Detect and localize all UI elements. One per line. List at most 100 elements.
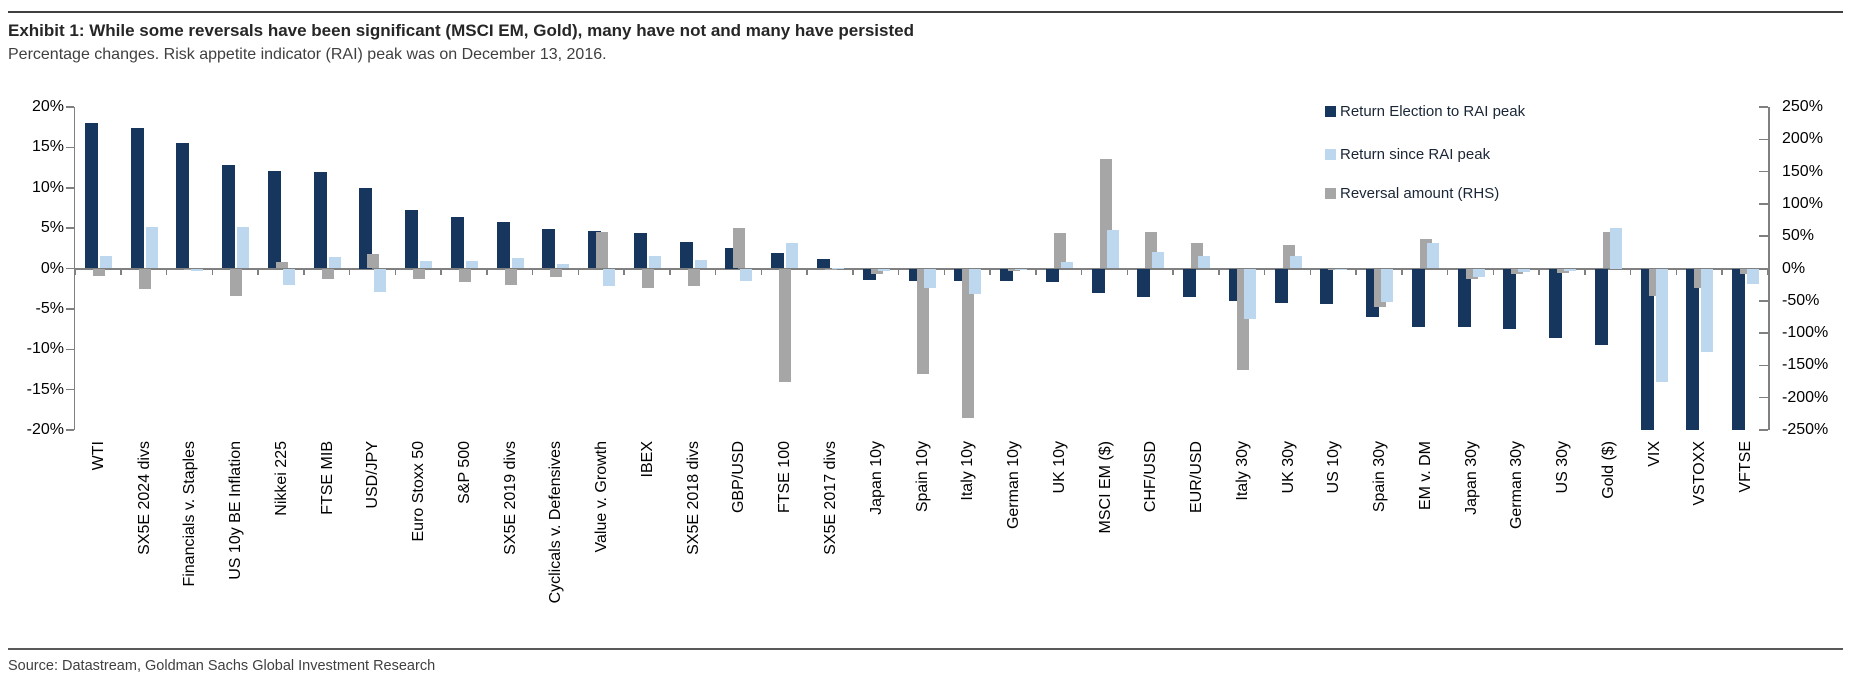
legend-swatch-gray-icon: [1325, 187, 1336, 199]
category-axis-label: Value v. Growth: [593, 441, 611, 553]
x-axis-tick: [897, 268, 900, 275]
bar-return-since-rai-peak: [831, 267, 844, 269]
right-axis-tick: [1759, 267, 1768, 270]
category-axis-label: FTSE MIB: [318, 441, 336, 515]
x-axis-tick: [120, 268, 122, 275]
category-axis-label: SX5E 2019 divs: [501, 441, 519, 555]
bar-reversal-amount-rhs: [321, 268, 334, 279]
bar-reversal-amount-rhs: [1740, 268, 1753, 274]
bar-reversal-amount-rhs: [916, 268, 929, 375]
bar-return-election-to-rai-peak: [1411, 268, 1425, 328]
bar-return-election-to-rai-peak: [1594, 268, 1608, 346]
x-axis-tick: [257, 268, 259, 275]
bar-reversal-amount-rhs: [92, 268, 105, 276]
category-axis-label: VIX: [1645, 441, 1663, 467]
bar-reversal-amount-rhs: [641, 268, 654, 288]
legend-swatch-navy-icon: [1325, 105, 1336, 117]
right-axis-tick: [1759, 138, 1768, 141]
bar-return-since-rai-peak: [1198, 256, 1211, 269]
left-axis-tick: [66, 429, 74, 431]
bar-return-since-rai-peak: [511, 258, 524, 269]
bar-return-since-rai-peak: [328, 257, 341, 269]
chart-title: Exhibit 1: While some reversals have bee…: [8, 21, 914, 40]
bar-reversal-amount-rhs: [1465, 268, 1478, 280]
left-axis-tick-label: 15%: [31, 138, 64, 156]
left-axis-tick: [66, 267, 74, 270]
bar-reversal-amount-rhs: [824, 268, 837, 270]
right-axis-tick: [1759, 203, 1768, 205]
bar-reversal-amount-rhs: [504, 268, 517, 286]
bar-return-election-to-rai-peak: [313, 172, 327, 269]
bar-return-since-rai-peak: [1106, 229, 1119, 269]
category-axis-label: GBP/USD: [730, 441, 748, 514]
bar-return-election-to-rai-peak: [405, 210, 419, 269]
bar-return-since-rai-peak: [420, 261, 433, 269]
x-axis-tick: [1492, 268, 1495, 275]
bottom-divider: [8, 648, 1843, 650]
left-axis-tick-label: -10%: [26, 340, 64, 358]
left-axis-tick: [66, 187, 74, 189]
bar-return-since-rai-peak: [557, 264, 570, 269]
category-axis-label: German 30y: [1508, 441, 1526, 530]
bar-return-since-rai-peak: [786, 243, 799, 269]
x-axis-tick: [1218, 268, 1220, 275]
bar-reversal-amount-rhs: [1008, 268, 1020, 272]
bar-reversal-amount-rhs: [275, 262, 288, 269]
left-axis-tick-label: 5%: [40, 219, 64, 237]
left-axis-tick: [66, 146, 74, 149]
right-axis-tick: [1759, 364, 1768, 367]
bar-reversal-amount-rhs: [1053, 232, 1066, 269]
legend-swatch-lightblue-icon: [1325, 148, 1336, 160]
category-axis-label: Spain 10y: [913, 441, 931, 513]
right-axis-tick-label: -100%: [1782, 324, 1829, 342]
category-axis-label: US 10y: [1325, 441, 1343, 494]
x-axis-tick: [1309, 268, 1312, 275]
x-axis-tick: [1446, 268, 1449, 275]
category-axis-label: Financials v. Staples: [181, 441, 199, 587]
x-axis-tick: [486, 268, 488, 275]
bar-reversal-amount-rhs: [687, 268, 700, 286]
bar-return-since-rai-peak: [1381, 268, 1394, 303]
bar-return-since-rai-peak: [1701, 268, 1714, 353]
bar-return-election-to-rai-peak: [1274, 268, 1288, 304]
right-axis-tick: [1759, 429, 1768, 431]
bar-return-election-to-rai-peak: [771, 253, 785, 269]
bar-return-election-to-rai-peak: [1686, 268, 1700, 430]
category-axis-label: VSTOXX: [1691, 441, 1709, 506]
category-axis-label: CHF/USD: [1142, 441, 1160, 513]
category-axis-label: S&P 500: [455, 441, 473, 504]
x-axis-tick: [623, 268, 625, 275]
bar-reversal-amount-rhs: [413, 268, 426, 280]
category-axis-label: UK 10y: [1050, 441, 1068, 494]
category-axis-label: EUR/USD: [1188, 441, 1206, 514]
bar-return-since-rai-peak: [1335, 268, 1348, 271]
x-axis-tick: [806, 268, 808, 275]
bar-return-election-to-rai-peak: [1640, 268, 1654, 430]
bar-return-since-rai-peak: [1747, 268, 1760, 284]
category-axis-label: UK 30y: [1279, 441, 1297, 494]
right-axis-tick-label: -50%: [1782, 291, 1820, 309]
bar-return-since-rai-peak: [1152, 252, 1165, 269]
bar-return-election-to-rai-peak: [1503, 268, 1517, 330]
x-axis-tick: [348, 268, 351, 275]
bar-reversal-amount-rhs: [870, 268, 883, 275]
x-axis-tick: [714, 268, 717, 275]
category-axis-label: FTSE 100: [776, 441, 794, 514]
bar-return-since-rai-peak: [923, 268, 936, 288]
x-axis-tick: [989, 268, 991, 275]
category-axis-label: Italy 10y: [959, 441, 977, 501]
bar-return-since-rai-peak: [1015, 268, 1027, 271]
x-axis-tick: [1172, 268, 1174, 275]
right-axis-tick-label: -250%: [1782, 421, 1829, 438]
x-axis-tick: [211, 268, 214, 275]
bar-return-since-rai-peak: [648, 255, 661, 269]
category-axis-label: SX5E 2017 divs: [821, 441, 839, 555]
bar-return-since-rai-peak: [1472, 268, 1485, 277]
bar-reversal-amount-rhs: [230, 268, 243, 296]
bar-return-election-to-rai-peak: [130, 127, 144, 269]
right-axis-tick-label: 200%: [1782, 130, 1823, 148]
x-axis-tick: [394, 268, 397, 275]
chart-subtitle: Percentage changes. Risk appetite indica…: [8, 46, 607, 63]
